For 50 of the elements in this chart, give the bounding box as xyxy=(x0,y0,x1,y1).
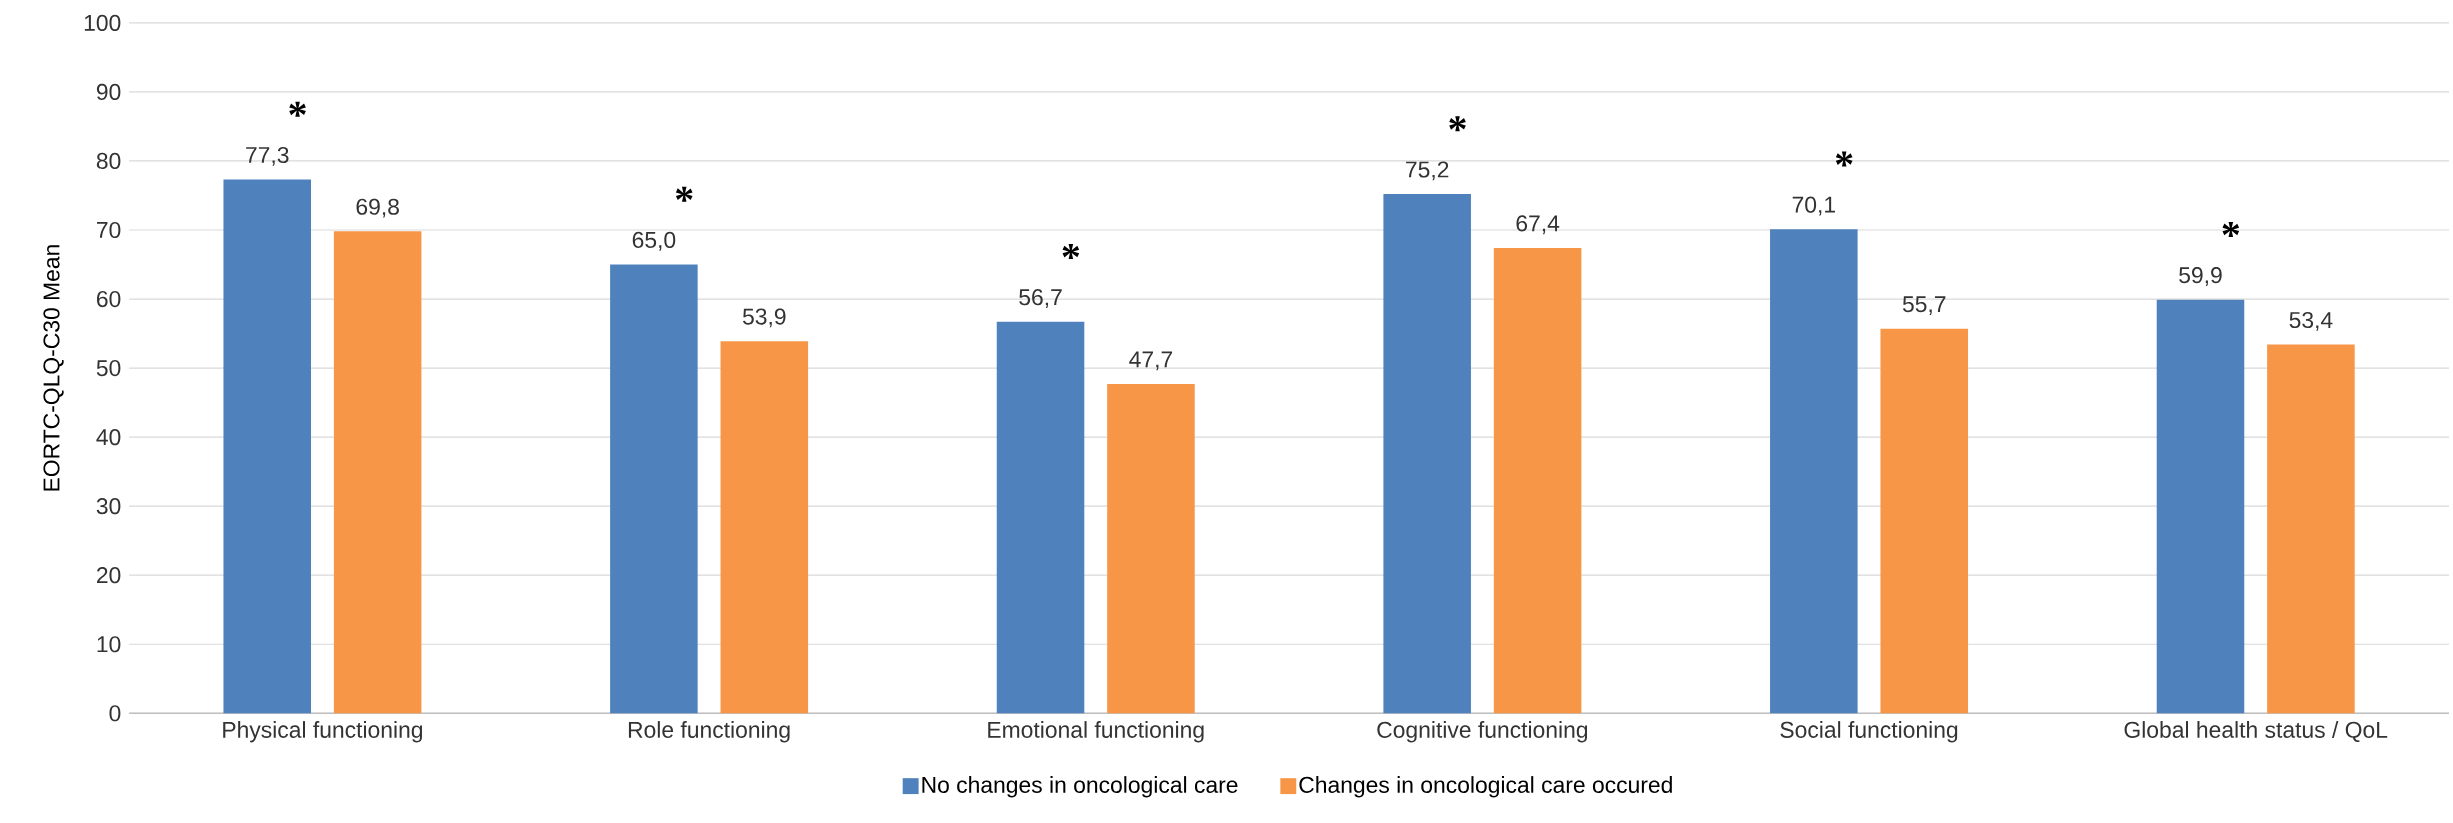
y-tick-label: 100 xyxy=(84,14,121,32)
data-label: 69,8 xyxy=(356,198,399,218)
data-label: 53,4 xyxy=(2289,312,2333,331)
y-tick-label: 70 xyxy=(97,222,121,239)
y-tick-label: 90 xyxy=(96,83,121,101)
y-tick-label: 10 xyxy=(97,636,121,653)
bar xyxy=(1770,229,1858,714)
legend-label: Changes in oncological care occured xyxy=(1299,776,1672,798)
x-tick-label: Global health status / QoL xyxy=(2124,721,2388,743)
bar xyxy=(333,231,422,714)
bar xyxy=(1107,384,1195,714)
bar xyxy=(1880,328,1969,714)
bar xyxy=(996,321,1085,714)
data-label: 59,9 xyxy=(2179,267,2222,287)
y-tick-label: 30 xyxy=(96,498,121,515)
x-tick-label: Emotional functioning xyxy=(988,721,1204,743)
data-label: 75,2 xyxy=(1406,161,1449,181)
y-tick-label: 80 xyxy=(96,152,121,170)
annotation: * xyxy=(289,101,306,117)
data-label: 67,4 xyxy=(1516,215,1560,235)
y-tick-label: 60 xyxy=(97,291,121,308)
y-tick-label: 0 xyxy=(109,705,121,722)
y-tick-label: 50 xyxy=(96,360,121,377)
annotation: * xyxy=(2222,222,2240,238)
y-tick-label: 40 xyxy=(96,429,121,446)
annotation: * xyxy=(675,186,693,202)
x-tick-label: Social functioning xyxy=(1780,721,1958,743)
bar xyxy=(720,341,809,714)
y-axis-title: EORTC-QLQ-C30 Mean xyxy=(43,245,64,491)
annotation: * xyxy=(1835,151,1853,167)
annotation: * xyxy=(1449,116,1466,132)
x-tick-label: Role functioning xyxy=(628,721,790,743)
data-label: 55,7 xyxy=(1902,296,1946,316)
data-label: 47,7 xyxy=(1129,351,1173,371)
data-label: 65,0 xyxy=(632,231,676,251)
data-label: 56,7 xyxy=(1019,289,1062,309)
legend-label: No changes in oncological care xyxy=(922,776,1238,798)
bar xyxy=(1383,194,1471,714)
annotation: * xyxy=(1062,244,1080,260)
data-label: 77,3 xyxy=(246,147,289,166)
bar xyxy=(1493,248,1582,714)
x-tick-label: Physical functioning xyxy=(223,721,423,743)
bar xyxy=(610,264,698,714)
bar xyxy=(2156,299,2245,714)
data-label: 70,1 xyxy=(1792,196,1835,216)
x-tick-label: Cognitive functioning xyxy=(1377,721,1588,743)
y-tick-label: 20 xyxy=(97,567,121,584)
bar xyxy=(223,179,311,714)
data-label: 53,9 xyxy=(742,308,786,328)
bar xyxy=(2267,344,2355,714)
